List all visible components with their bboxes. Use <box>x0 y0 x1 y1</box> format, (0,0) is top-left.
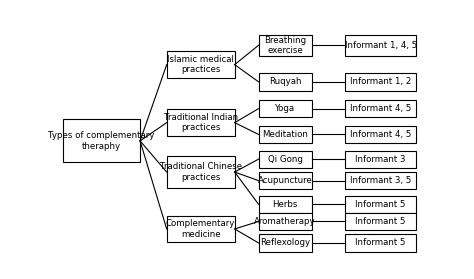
FancyBboxPatch shape <box>345 172 417 189</box>
Text: Qi Gong: Qi Gong <box>268 155 302 164</box>
Text: Informant 3, 5: Informant 3, 5 <box>350 176 411 185</box>
FancyBboxPatch shape <box>167 216 235 242</box>
Text: Meditation: Meditation <box>262 130 308 139</box>
Text: Traditional Indian
practices: Traditional Indian practices <box>164 113 238 132</box>
Text: Complementary
medicine: Complementary medicine <box>166 219 236 239</box>
FancyBboxPatch shape <box>258 213 312 230</box>
FancyBboxPatch shape <box>258 73 312 91</box>
Text: Yoga: Yoga <box>275 104 295 113</box>
Text: Types of complementary
theraphy: Types of complementary theraphy <box>48 131 155 151</box>
Text: Ruqyah: Ruqyah <box>269 77 301 86</box>
Text: Islamic medical
practices: Islamic medical practices <box>167 55 234 74</box>
Text: Informant 3: Informant 3 <box>356 155 406 164</box>
FancyBboxPatch shape <box>345 73 417 91</box>
FancyBboxPatch shape <box>345 126 417 143</box>
Text: Acupuncture: Acupuncture <box>258 176 312 185</box>
Text: Breathing
exercise: Breathing exercise <box>264 36 306 55</box>
FancyBboxPatch shape <box>167 51 235 78</box>
FancyBboxPatch shape <box>258 151 312 168</box>
Text: Informant 4, 5: Informant 4, 5 <box>350 130 411 139</box>
FancyBboxPatch shape <box>258 172 312 189</box>
Text: Informant 4, 5: Informant 4, 5 <box>350 104 411 113</box>
Text: Informant 5: Informant 5 <box>356 200 406 209</box>
Text: Reflexology: Reflexology <box>260 239 310 247</box>
Text: Informant 5: Informant 5 <box>356 217 406 226</box>
FancyBboxPatch shape <box>167 157 235 187</box>
FancyBboxPatch shape <box>258 100 312 117</box>
FancyBboxPatch shape <box>167 109 235 136</box>
FancyBboxPatch shape <box>258 196 312 213</box>
FancyBboxPatch shape <box>345 196 417 213</box>
Text: Informant 1, 2: Informant 1, 2 <box>350 77 411 86</box>
FancyBboxPatch shape <box>345 35 417 56</box>
FancyBboxPatch shape <box>258 35 312 56</box>
Text: Informant 5: Informant 5 <box>356 239 406 247</box>
Text: Herbs: Herbs <box>273 200 298 209</box>
FancyBboxPatch shape <box>63 119 140 162</box>
FancyBboxPatch shape <box>345 234 417 252</box>
FancyBboxPatch shape <box>258 126 312 143</box>
Text: Traditional Chinese
practices: Traditional Chinese practices <box>160 162 242 182</box>
FancyBboxPatch shape <box>345 151 417 168</box>
FancyBboxPatch shape <box>258 234 312 252</box>
FancyBboxPatch shape <box>345 213 417 230</box>
Text: Aromatherapy: Aromatherapy <box>255 217 316 226</box>
Text: Informant 1, 4, 5: Informant 1, 4, 5 <box>345 41 417 50</box>
FancyBboxPatch shape <box>345 100 417 117</box>
